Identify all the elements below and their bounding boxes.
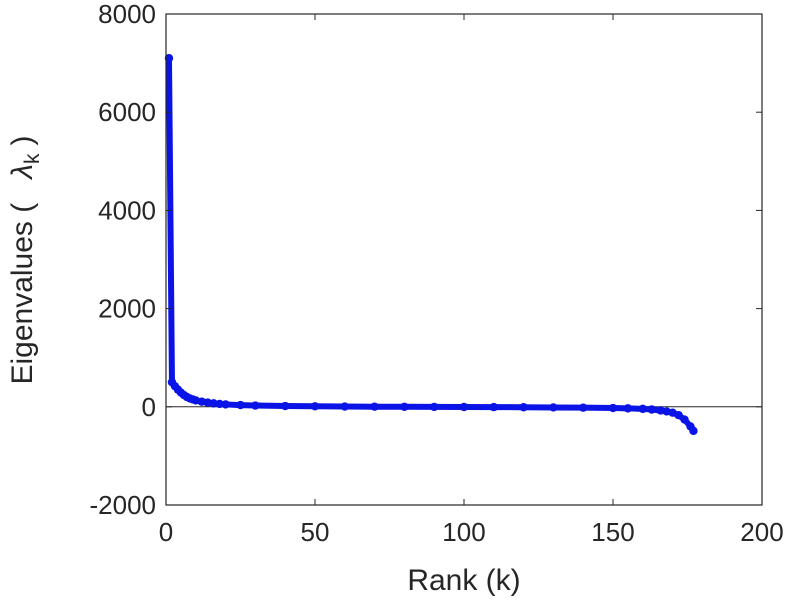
y-axis-title-subscript: k bbox=[21, 153, 44, 164]
plot-area bbox=[164, 53, 762, 436]
y-axis-title-suffix: ) bbox=[6, 135, 39, 145]
y-tick-label: 4000 bbox=[98, 195, 156, 225]
data-point bbox=[164, 53, 174, 63]
x-tick-label: 200 bbox=[740, 517, 783, 547]
data-point bbox=[251, 401, 260, 410]
data-point bbox=[674, 410, 683, 420]
y-tick-label: 0 bbox=[142, 392, 156, 422]
x-axis-title: Rank (k) bbox=[407, 564, 520, 597]
y-tick-label: 6000 bbox=[98, 97, 156, 127]
y-tick-label: 8000 bbox=[98, 0, 156, 29]
data-point bbox=[310, 402, 320, 411]
data-point bbox=[638, 404, 647, 414]
data-point bbox=[430, 402, 439, 412]
data-point bbox=[400, 402, 409, 411]
data-point bbox=[236, 400, 245, 410]
y-axis-title: Eigenvalues ( λk) bbox=[6, 135, 44, 384]
y-tick-label: 2000 bbox=[98, 294, 156, 324]
data-point bbox=[370, 402, 379, 411]
data-point bbox=[459, 402, 469, 412]
y-axis-title-prefix: Eigenvalues ( bbox=[6, 203, 39, 385]
x-tick-label: 0 bbox=[159, 517, 173, 547]
y-axis-title-symbol: λ bbox=[6, 164, 39, 181]
data-point bbox=[221, 400, 230, 409]
data-point bbox=[689, 426, 698, 436]
data-point bbox=[489, 402, 498, 412]
data-point bbox=[680, 415, 689, 424]
data-point bbox=[608, 403, 618, 413]
x-tick-label: 100 bbox=[442, 517, 485, 547]
data-point bbox=[549, 403, 558, 412]
x-tick-label: 150 bbox=[591, 517, 634, 547]
data-point bbox=[647, 405, 656, 414]
data-point bbox=[623, 404, 633, 413]
data-point bbox=[519, 403, 528, 412]
x-tick-label: 50 bbox=[301, 517, 330, 547]
data-point bbox=[281, 401, 290, 411]
y-tick-label: -2000 bbox=[90, 490, 157, 520]
data-point bbox=[340, 402, 349, 411]
data-point bbox=[579, 403, 588, 412]
